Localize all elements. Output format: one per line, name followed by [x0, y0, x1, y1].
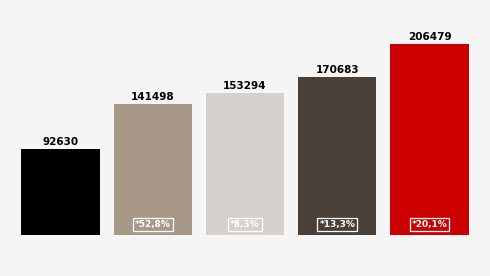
Text: *13,3%: *13,3% — [319, 220, 355, 229]
Text: 92630: 92630 — [43, 137, 78, 147]
Text: *8,3%: *8,3% — [230, 220, 260, 229]
Bar — [22, 149, 100, 235]
Bar — [114, 104, 192, 235]
Bar — [390, 44, 468, 235]
Text: *20,1%: *20,1% — [412, 220, 447, 229]
Text: *52,8%: *52,8% — [135, 220, 171, 229]
Text: 206479: 206479 — [408, 31, 451, 41]
Text: 141498: 141498 — [131, 92, 174, 102]
Bar — [206, 93, 284, 235]
Bar — [298, 77, 376, 235]
Text: 170683: 170683 — [316, 65, 359, 75]
Text: 153294: 153294 — [223, 81, 267, 91]
